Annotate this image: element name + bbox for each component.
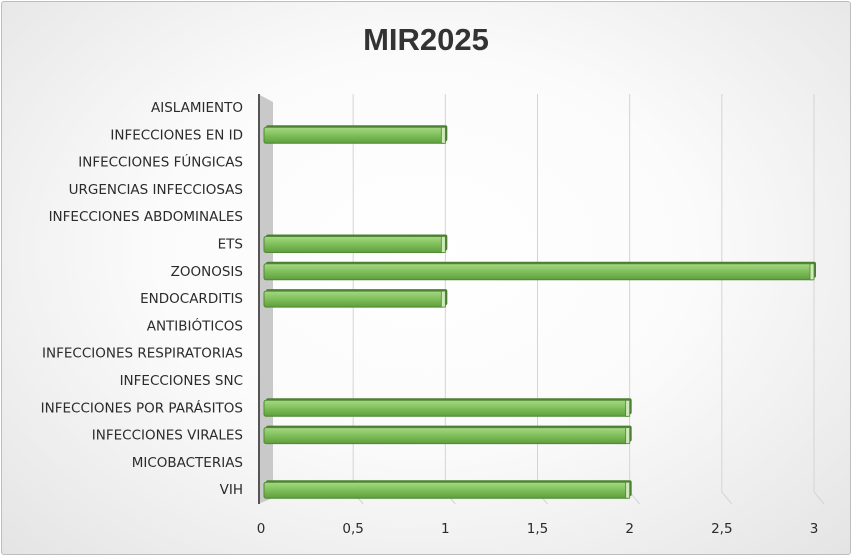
x-tick-label: 1 [441,521,450,537]
category-label: INFECCIONES VIRALES [92,428,243,444]
bar-end-cap [440,290,446,308]
bar [263,398,632,417]
bar-face [263,126,446,144]
category-label: ZOONOSIS [171,264,243,280]
category-label: INFECCIONES SNC [120,373,243,389]
bar [263,289,448,308]
bar-face [263,399,631,417]
bar-face [263,290,446,308]
category-label: INFECCIONES FÚNGICAS [78,153,243,171]
bar [263,425,632,445]
bar-end-cap [625,399,631,417]
category-label: ETS [218,237,243,253]
chart-title: MIR2025 [363,22,489,57]
category-label: VIH [220,482,243,498]
x-tick-label: 0,5 [342,521,363,537]
bar-face [263,263,815,281]
bar-end-cap [809,263,815,281]
x-tick-label: 0 [257,521,266,537]
bar-end-cap [625,481,631,499]
category-label: MICOBACTERIAS [132,455,243,471]
x-tick-label: 2,5 [711,521,732,537]
bar [263,261,816,281]
category-label: INFECCIONES ABDOMINALES [49,209,243,225]
x-tick-label: 1,5 [527,521,548,537]
bar-face [263,236,446,253]
category-label: INFECCIONES POR PARÁSITOS [41,399,243,416]
x-tick-label: 3 [810,521,819,537]
gridline [813,94,825,505]
bar-end-cap [440,236,446,253]
category-label: ANTIBIÓTICOS [147,316,243,334]
category-label: URGENCIAS INFECCIOSAS [69,182,243,198]
gridline [721,94,733,505]
category-label: AISLAMIENTO [151,100,243,116]
category-label: INFECCIONES RESPIRATORIAS [42,346,243,362]
bar [263,480,632,499]
category-label: ENDOCARDITIS [140,291,243,307]
bar-end-cap [625,427,631,445]
bar [263,125,448,144]
bar-end-cap [440,126,446,144]
category-label: INFECCIONES EN ID [110,127,243,143]
x-tick-label: 2 [625,521,634,537]
bar [263,234,448,253]
bar-face [263,481,631,499]
gridline [629,94,641,505]
bar-face [263,427,631,445]
